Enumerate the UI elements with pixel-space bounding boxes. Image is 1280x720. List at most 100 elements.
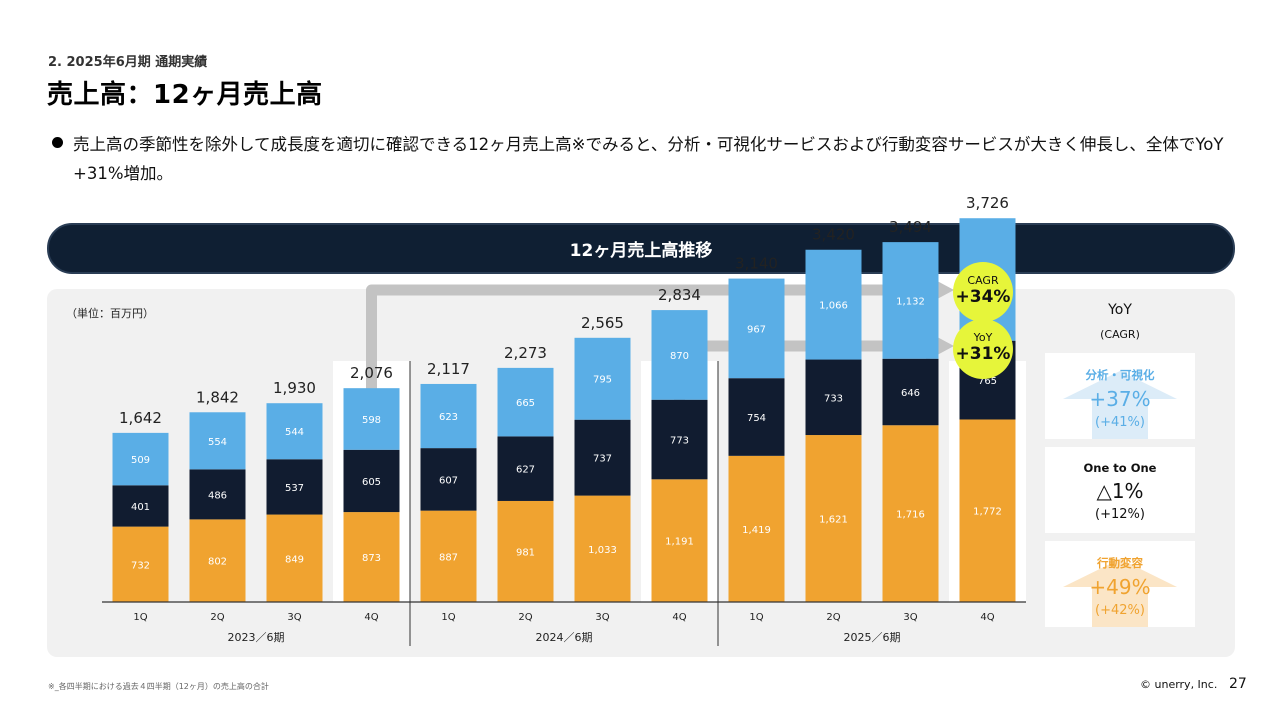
section-label: 2. 2025年6月期 通期実績 [48,55,208,70]
bar-segment [882,358,939,426]
bar-value-label: 623 [439,412,458,423]
bar-total-label: 3,420 [812,226,855,244]
bar-value-label: 1,419 [742,525,771,536]
yoy-badge-label: YoY [973,331,993,344]
bar-segment [343,512,400,602]
bar-total-label: 3,726 [966,194,1009,212]
x-tick-label: 4Q [672,612,686,623]
bar-total-label: 2,834 [658,286,701,304]
bar-segment [959,419,1016,602]
bar-segment [343,449,400,513]
bar-value-label: 737 [593,454,612,465]
bar-value-label: 1,772 [973,507,1002,518]
bar-segment [189,519,246,602]
yoy-card-behavior: 行動変容 +49% (+42%) [1045,541,1195,627]
x-tick-label: 3Q [287,612,301,623]
yoy-card-cagr: (+12%) [1095,507,1145,522]
yoy-panel-subtitle: (CAGR) [1100,328,1140,341]
cagr-badge-label: CAGR [967,274,999,287]
bar-segment [574,419,631,496]
bar-segment [728,455,785,602]
x-tick-label: 3Q [903,612,917,623]
page-number: 27 [1229,676,1247,692]
bar-value-label: 607 [439,475,458,486]
x-tick-label: 1Q [749,612,763,623]
bar-value-label: 873 [362,553,381,564]
yoy-card-label: 行動変容 [1097,556,1143,570]
bar-value-label: 765 [978,376,997,387]
bar-segment [728,378,785,456]
yoy-card-value: △1% [1096,479,1144,503]
up-arrow-icon [1063,559,1177,587]
x-tick-label: 3Q [595,612,609,623]
yoy-card-one-to-one: One to One △1% (+12%) [1045,447,1195,533]
page-title: 売上高：12ヶ月売上高 [47,80,323,110]
bar-value-label: 1,066 [819,301,848,312]
x-group-label: 2025／6期 [844,631,901,644]
bar-value-label: 1,132 [896,296,925,307]
bar-value-label: 754 [747,413,766,424]
bar-segment [189,469,246,520]
bar-segment [805,435,862,602]
copyright: © unerry, Inc. [1140,678,1218,691]
footnote: ※_各四半期における過去４四半期（12ヶ月）の売上高の合計 [48,682,269,691]
x-group-label: 2023／6期 [228,631,285,644]
yoy-card-analytics: 分析・可視化 +37% (+41%) [1045,353,1195,439]
banner-title: 12ヶ月売上高推移 [569,241,713,261]
bar-value-label: 627 [516,465,535,476]
bar-total-label: 3,494 [889,218,932,236]
bar-value-label: 509 [131,455,150,466]
yoy-card-value: +49% [1089,575,1151,599]
bar-value-label: 646 [901,388,920,399]
bar-segment [112,526,169,602]
bar-segment [574,495,631,602]
bar-value-label: 554 [208,437,227,448]
cagr-badge-value: +34% [955,287,1011,307]
bar-segment [805,249,862,360]
bar-total-label: 1,842 [196,388,239,406]
bar-segment [805,359,862,436]
bar-segment [266,514,323,602]
yoy-card-cagr: (+42%) [1095,603,1145,618]
bar-total-label: 3,140 [735,255,778,273]
bar-value-label: 849 [285,554,304,565]
bar-total-label: 2,565 [581,314,624,332]
bar-total-label: 2,076 [350,364,393,382]
bar-value-label: 665 [516,398,535,409]
bar-value-label: 544 [285,427,304,438]
bar-segment [112,432,169,486]
bar-value-label: 887 [439,552,458,563]
bar-value-label: 1,191 [665,537,694,548]
x-tick-label: 1Q [133,612,147,623]
bar-total-label: 1,642 [119,409,162,427]
bar-segment [343,388,400,450]
yoy-card-cagr: (+41%) [1095,415,1145,430]
unit-label: （単位：百万円） [66,306,154,320]
x-group-label: 2024／6期 [536,631,593,644]
yoy-panel-title: YoY [1108,302,1132,318]
bar-segment [266,403,323,460]
up-arrow-stem [1092,399,1148,439]
bar-value-label: 537 [285,483,304,494]
bar-value-label: 981 [516,547,535,558]
yoy-card-label: 分析・可視化 [1085,368,1155,382]
up-arrow-stem [1092,587,1148,627]
bar-segment [651,399,708,480]
bar-segment [420,448,477,511]
bar-value-label: 486 [208,490,227,501]
bar-segment [574,337,631,420]
x-tick-label: 1Q [441,612,455,623]
x-tick-label: 2Q [518,612,532,623]
bar-segment [651,310,708,400]
bar-segment [882,425,939,602]
up-arrow-icon [1063,371,1177,399]
bar-value-label: 733 [824,393,843,404]
yoy-badge: YoY +31% [953,319,1013,379]
bullet-dot [52,137,63,148]
bullet-text: 売上高の季節性を除外して成長度を適切に確認できる12ヶ月売上高※でみると、分析・… [73,135,1224,183]
bar-total-label: 2,273 [504,344,547,362]
bar-segment [728,278,785,379]
bar-total-label: 1,930 [273,379,316,397]
bar-value-label: 598 [362,415,381,426]
bar-segment [420,383,477,449]
